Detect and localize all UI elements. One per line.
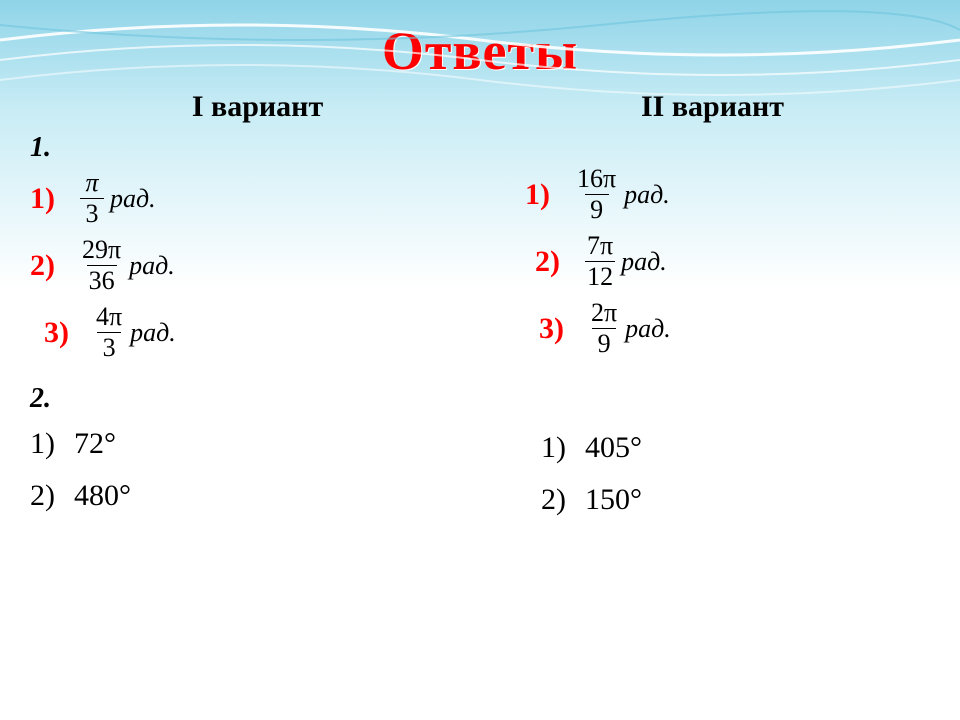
unit-label: рад.	[625, 314, 671, 344]
v2-s2-row-1: 1) 405°	[541, 431, 940, 465]
numerator: 16π	[575, 166, 618, 194]
bullet-red: 1)	[525, 178, 575, 212]
degree-value: 405°	[585, 431, 642, 465]
numerator: 29π	[80, 237, 123, 265]
fraction: 2π 9	[589, 300, 619, 357]
bullet-black: 1)	[541, 431, 585, 465]
variant-1-header: I вариант	[30, 90, 485, 124]
section-1-label: 1.	[30, 132, 485, 164]
v1-s1-row-3: 3) 4π 3 рад.	[30, 304, 485, 361]
degree-value: 150°	[585, 483, 642, 517]
bullet-black: 2)	[541, 483, 585, 517]
unit-label: рад.	[621, 247, 667, 277]
bullet-red: 1)	[30, 182, 80, 216]
unit-label: рад.	[624, 180, 670, 210]
numerator: 2π	[589, 300, 619, 328]
denominator: 9	[585, 194, 609, 223]
fraction: 7π 12	[585, 233, 615, 290]
content-columns: I вариант 1. 1) π 3 рад. 2) 29π 36 рад. …	[0, 82, 960, 535]
denominator: 3	[80, 198, 104, 227]
unit-label: рад.	[110, 184, 156, 214]
denominator: 36	[87, 265, 117, 294]
bullet-red: 2)	[535, 245, 585, 279]
numerator: 7π	[585, 233, 615, 261]
section-2-label: 2.	[30, 383, 485, 415]
v1-s1-row-2: 2) 29π 36 рад.	[30, 237, 485, 294]
fraction: 29π 36	[80, 237, 123, 294]
variant-1-column: I вариант 1. 1) π 3 рад. 2) 29π 36 рад. …	[30, 82, 485, 535]
slide-title: Ответы	[0, 0, 960, 82]
bullet-black: 2)	[30, 479, 74, 513]
variant-2-header: II вариант	[485, 90, 940, 124]
fraction: 4π 3	[94, 304, 124, 361]
variant-2-column: II вариант 1) 16π 9 рад. 2) 7π 12 рад. 3…	[485, 82, 940, 535]
bullet-red: 2)	[30, 249, 80, 283]
unit-label: рад.	[130, 318, 176, 348]
v1-s1-row-1: 1) π 3 рад.	[30, 170, 485, 227]
degree-value: 480°	[74, 479, 131, 513]
bullet-red: 3)	[44, 316, 94, 350]
v2-s1-row-1: 1) 16π 9 рад.	[485, 166, 940, 223]
denominator: 3	[97, 332, 121, 361]
fraction: 16π 9	[575, 166, 618, 223]
denominator: 12	[585, 261, 615, 290]
v2-s1-row-2: 2) 7π 12 рад.	[485, 233, 940, 290]
numerator: π	[83, 170, 100, 198]
denominator: 9	[592, 328, 616, 357]
bullet-black: 1)	[30, 427, 74, 461]
v2-s1-row-3: 3) 2π 9 рад.	[485, 300, 940, 357]
bullet-red: 3)	[539, 312, 589, 346]
v1-s2-row-1: 1) 72°	[30, 427, 485, 461]
fraction: π 3	[80, 170, 104, 227]
numerator: 4π	[94, 304, 124, 332]
degree-value: 72°	[74, 427, 116, 461]
v2-s2-row-2: 2) 150°	[541, 483, 940, 517]
v1-s2-row-2: 2) 480°	[30, 479, 485, 513]
unit-label: рад.	[129, 251, 175, 281]
